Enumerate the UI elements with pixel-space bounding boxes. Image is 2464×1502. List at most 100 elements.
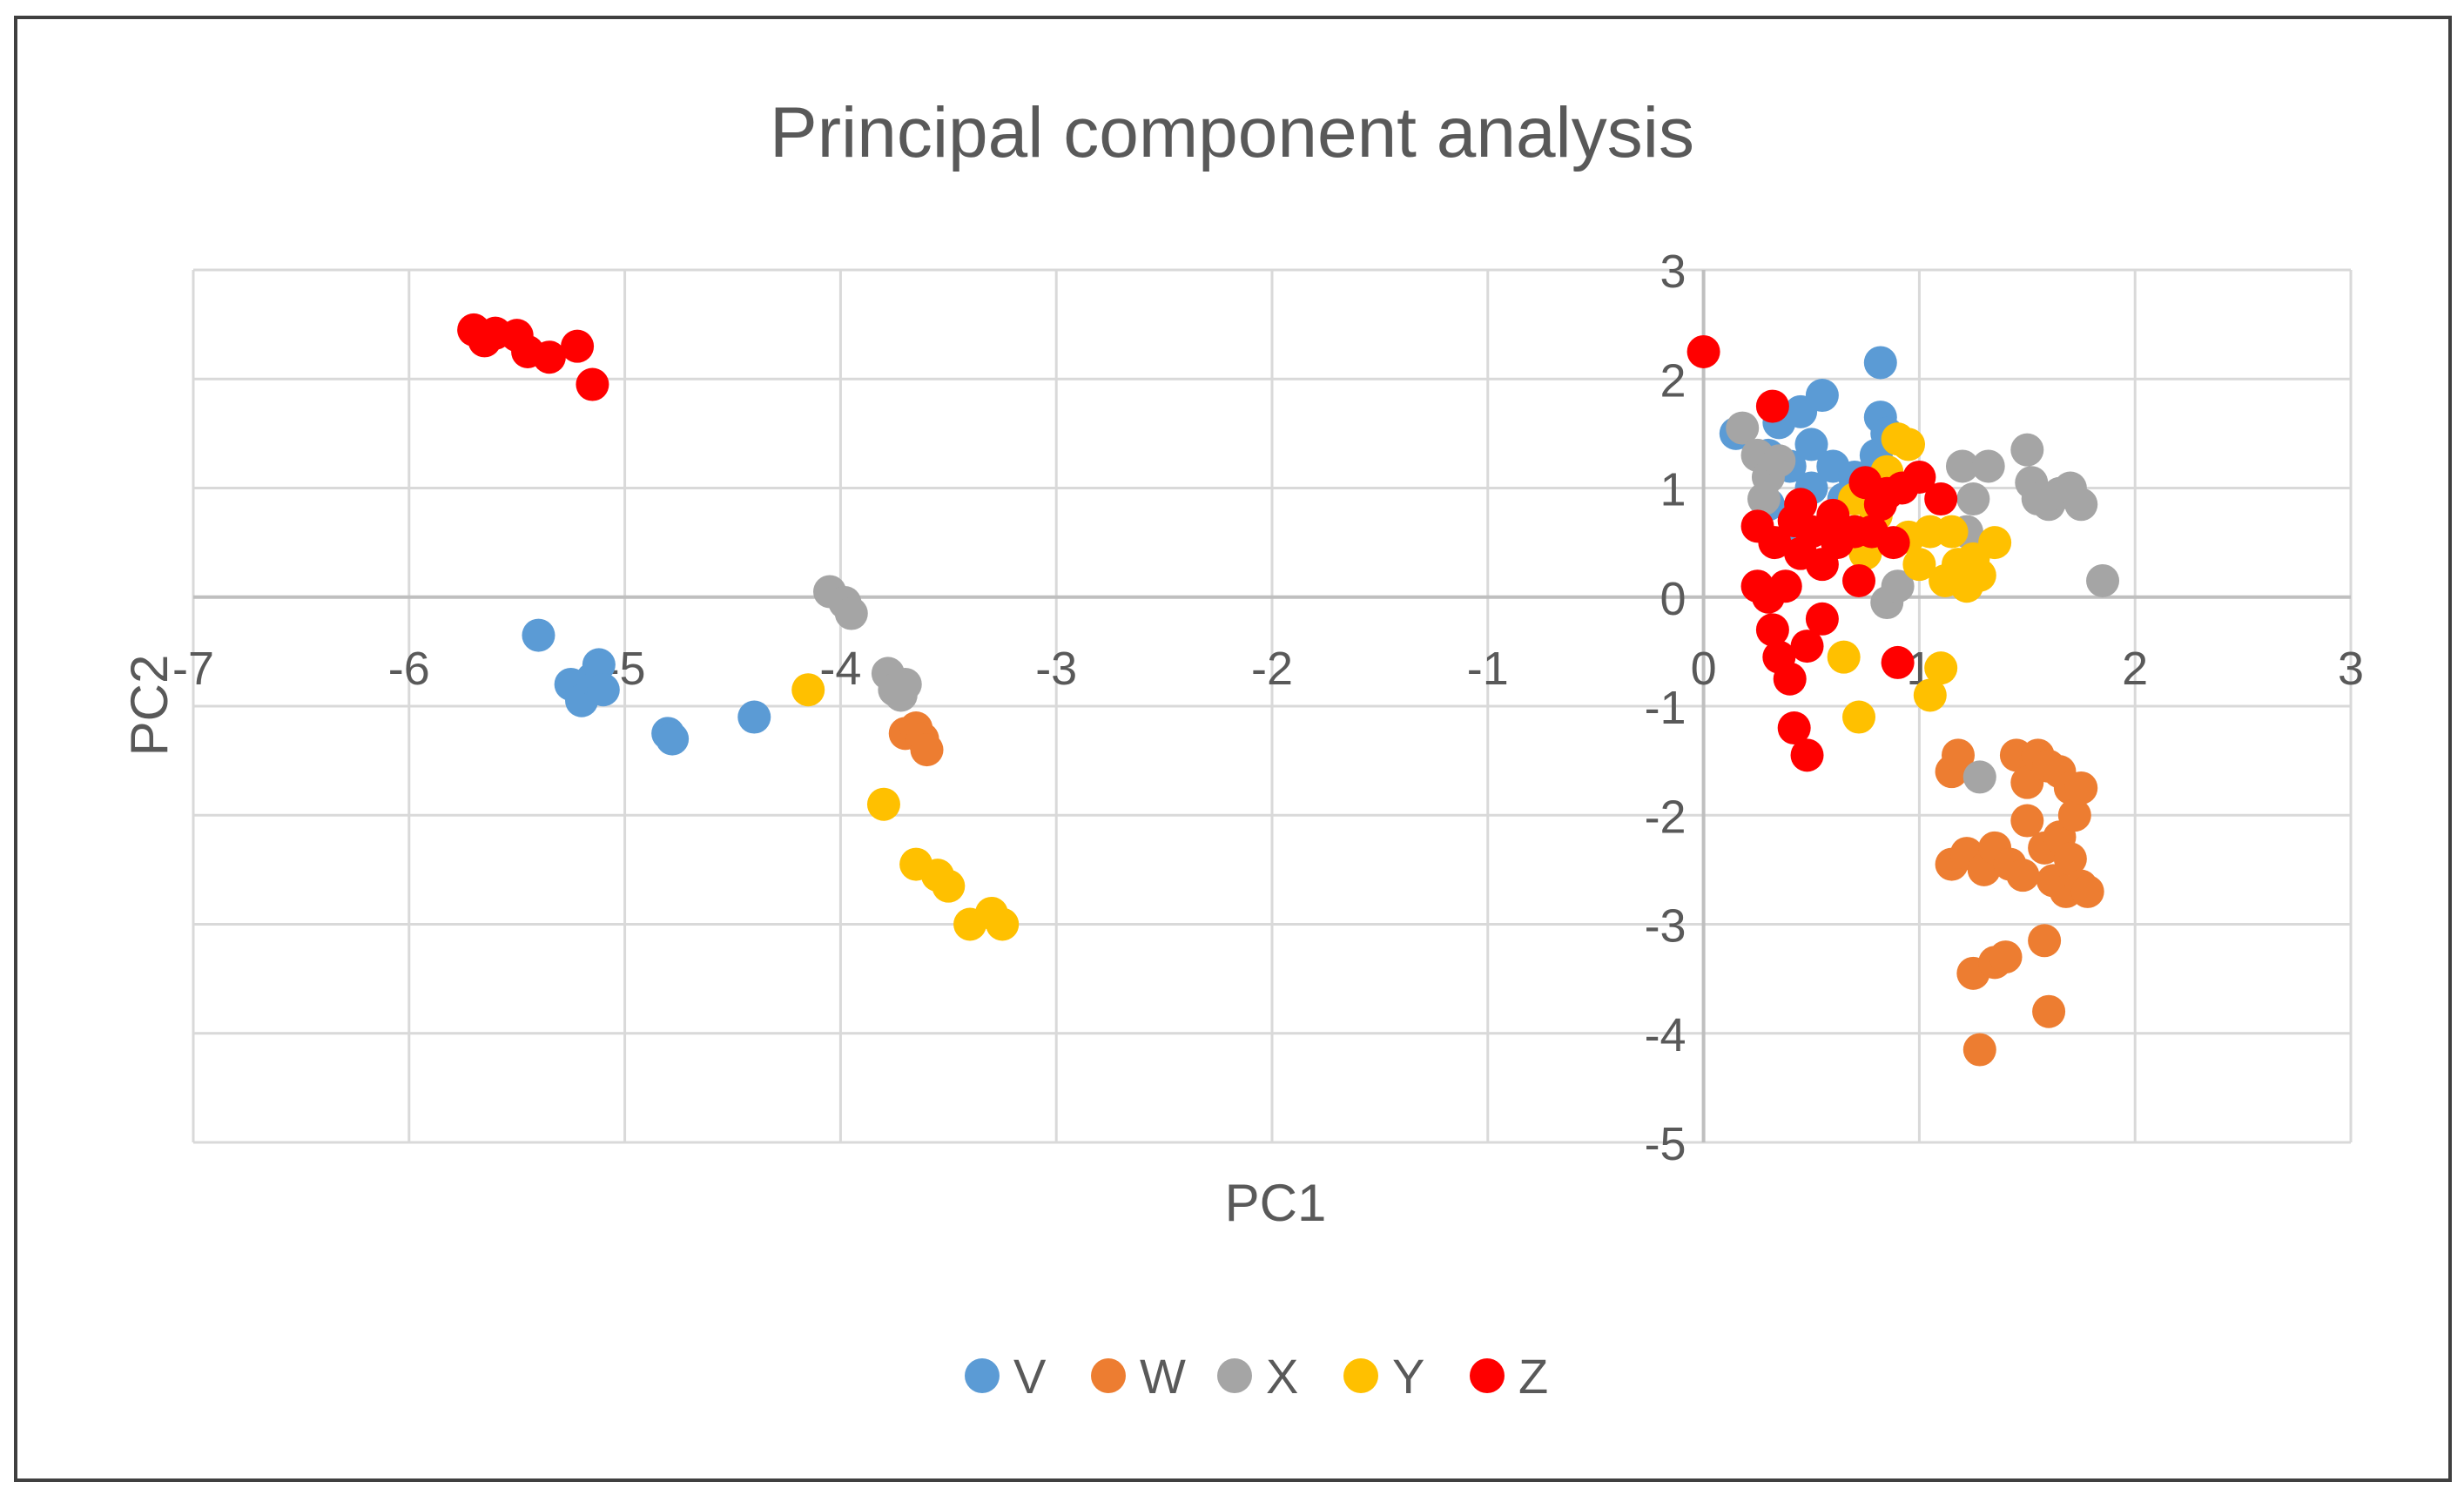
point-y [1924, 651, 1958, 685]
y-tick-label: 1 [1660, 464, 1686, 516]
x-tick-label: -3 [1035, 643, 1077, 695]
point-z [1790, 630, 1824, 663]
point-v [656, 722, 690, 756]
point-x [1945, 449, 1979, 483]
point-w [2064, 771, 2098, 805]
chart-title: Principal component analysis [770, 93, 1694, 172]
point-x [1762, 444, 1796, 478]
point-x [1956, 482, 1990, 516]
legend-label-z: Z [1518, 1349, 1548, 1404]
point-x [1726, 411, 1760, 445]
point-y [791, 673, 825, 707]
legend-marker-z [1470, 1358, 1505, 1393]
point-x [2086, 563, 2120, 597]
point-x [1881, 569, 1915, 603]
point-z [1842, 563, 1876, 597]
point-w [1942, 738, 1976, 772]
point-z [1924, 482, 1958, 516]
legend-label-w: W [1140, 1349, 1186, 1404]
x-tick-label: 0 [1691, 643, 1717, 695]
point-z [1777, 711, 1811, 745]
point-v [582, 648, 616, 682]
point-y [932, 869, 966, 903]
point-x [1962, 760, 1996, 794]
point-y [986, 907, 1020, 941]
legend-marker-x [1217, 1358, 1252, 1393]
point-y [1892, 428, 1926, 461]
legend-label-v: V [1013, 1349, 1047, 1404]
point-z [1758, 526, 1792, 560]
point-y [1935, 515, 1969, 549]
point-x [2064, 488, 2098, 522]
point-v [1794, 428, 1828, 461]
point-w [910, 733, 944, 767]
x-tick-label: -4 [819, 643, 861, 695]
point-z [532, 340, 566, 374]
point-w [2070, 874, 2104, 908]
y-tick-label: 0 [1660, 573, 1686, 625]
point-x [834, 596, 868, 630]
point-z [1784, 488, 1818, 522]
x-tick-label: 3 [2338, 643, 2364, 695]
legend-label-x: X [1266, 1349, 1298, 1404]
point-x [1747, 482, 1781, 516]
point-z [1755, 613, 1789, 647]
point-w [1962, 1033, 1996, 1067]
point-z [576, 367, 609, 401]
y-tick-label: -1 [1645, 682, 1686, 734]
y-tick-label: 3 [1660, 246, 1686, 298]
axes [193, 270, 2351, 1142]
legend-marker-y [1343, 1358, 1378, 1393]
point-w [2032, 994, 2066, 1028]
x-tick-label: 2 [2122, 643, 2148, 695]
point-x [2010, 433, 2044, 467]
y-axis-label: PC2 [120, 655, 178, 757]
x-axis-label: PC1 [1225, 1174, 1327, 1232]
point-z [1881, 645, 1915, 679]
point-z [1755, 389, 1789, 423]
y-tick-label: -5 [1645, 1118, 1686, 1170]
point-z [1902, 460, 1936, 494]
legend: V W X Y Z [965, 1349, 1548, 1404]
point-w [2057, 798, 2091, 832]
point-z [1686, 334, 1720, 368]
point-v [737, 700, 771, 734]
point-v [1805, 379, 1839, 413]
point-w [2006, 859, 2040, 892]
grid [192, 268, 2353, 1144]
point-w [1989, 940, 2023, 974]
point-w [2053, 842, 2087, 876]
point-x [1971, 449, 2005, 483]
legend-marker-w [1091, 1358, 1126, 1393]
point-z [1876, 526, 1910, 560]
point-y [1827, 640, 1861, 674]
point-v [586, 673, 620, 707]
point-z [1768, 569, 1802, 603]
legend-marker-v [965, 1358, 1000, 1393]
point-z [561, 329, 595, 363]
chart-frame [14, 16, 2452, 1482]
y-tick-label: -2 [1645, 791, 1686, 843]
x-tick-label: -7 [172, 643, 214, 695]
point-y [1913, 678, 1947, 712]
point-w [2010, 804, 2044, 838]
point-z [1790, 738, 1824, 772]
data-points [457, 313, 2120, 1067]
x-tick-label: -6 [388, 643, 430, 695]
point-y [1902, 548, 1936, 582]
point-z [1773, 662, 1807, 696]
y-tick-label: 2 [1660, 354, 1686, 407]
legend-label-y: Y [1392, 1349, 1424, 1404]
point-v [522, 618, 555, 652]
y-tick-label: -3 [1645, 900, 1686, 953]
point-y [1962, 558, 1996, 592]
point-y [1842, 700, 1876, 734]
point-y [1978, 526, 2012, 560]
y-tick-label: -4 [1645, 1009, 1686, 1061]
x-tick-label: -1 [1467, 643, 1509, 695]
point-x [888, 667, 922, 701]
point-v [1863, 346, 1897, 380]
point-w [2028, 924, 2062, 958]
x-tick-label: -2 [1251, 643, 1293, 695]
